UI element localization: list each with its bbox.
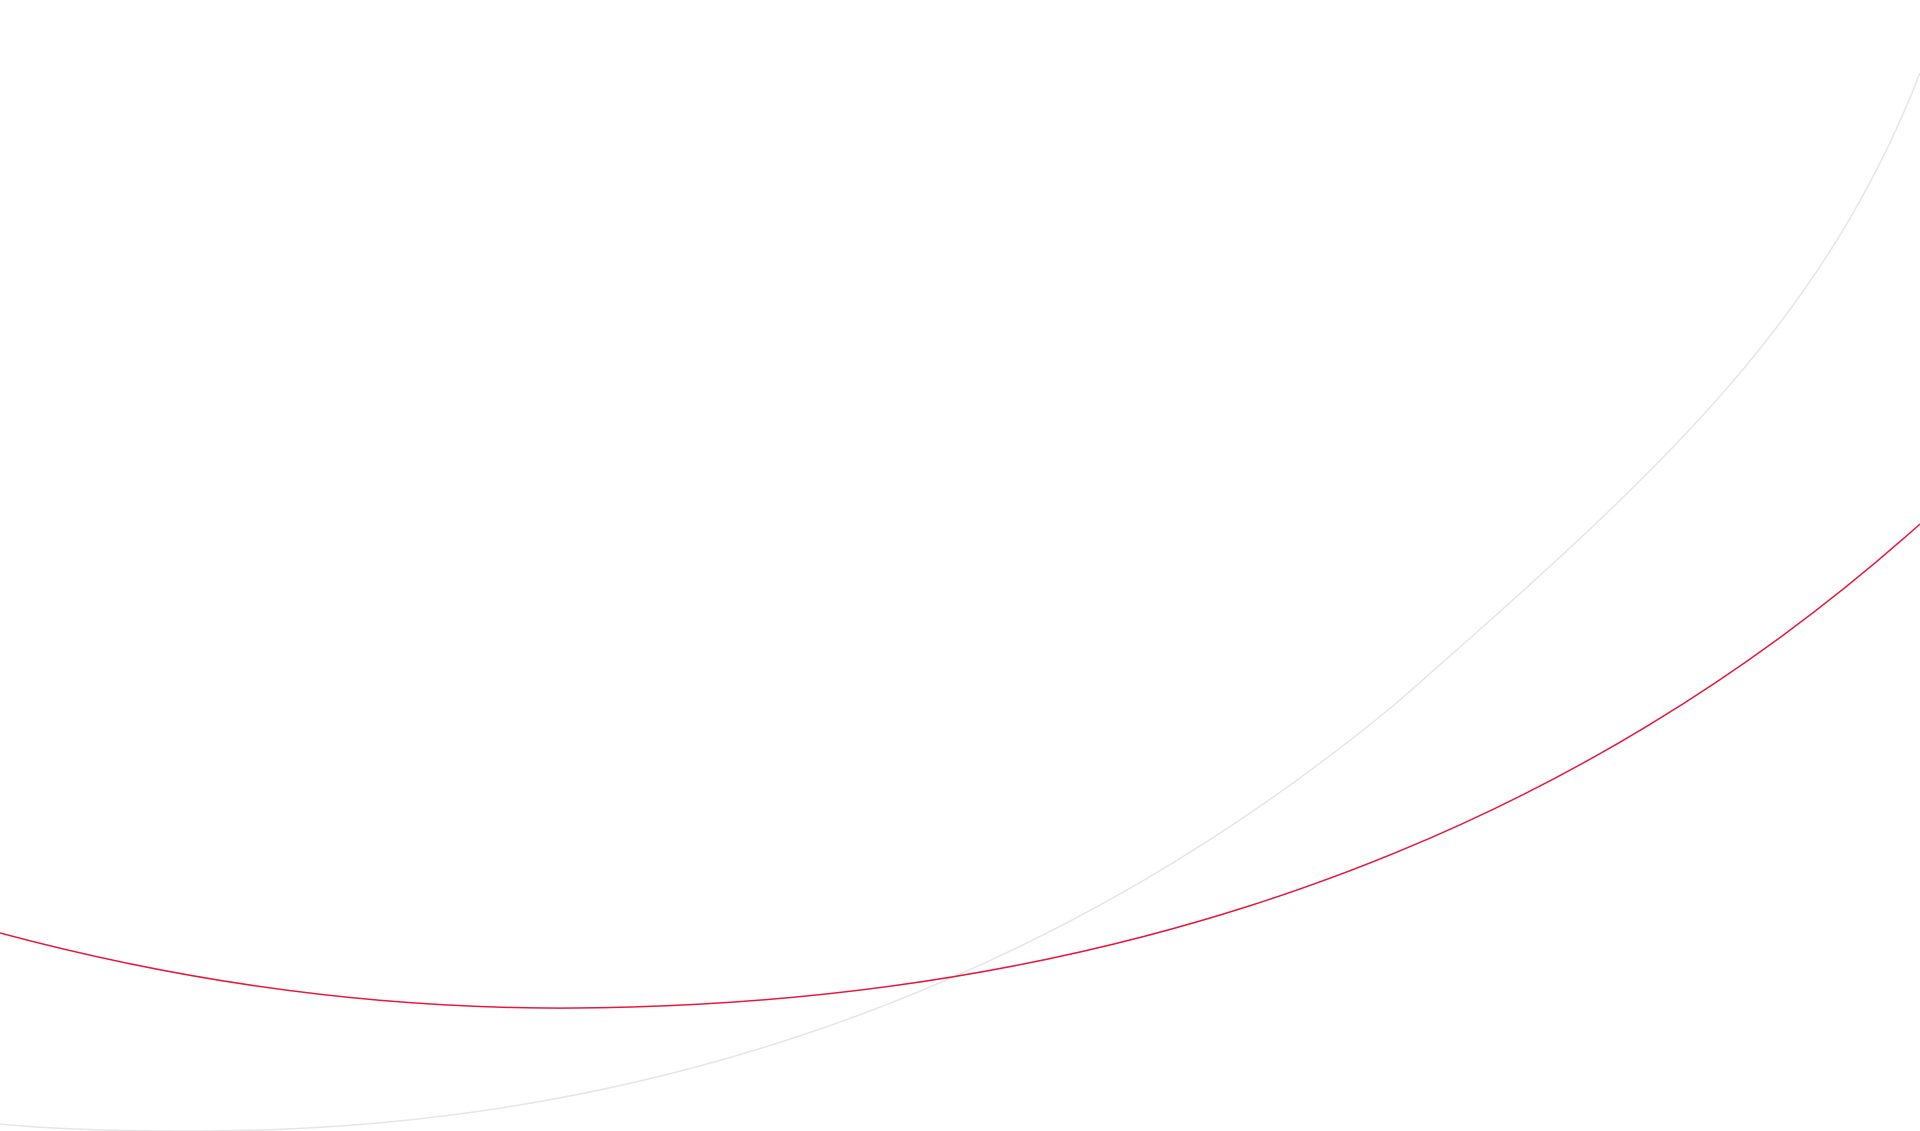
accent-curve [0,523,1920,1009]
subtle-curve [0,72,1920,1131]
